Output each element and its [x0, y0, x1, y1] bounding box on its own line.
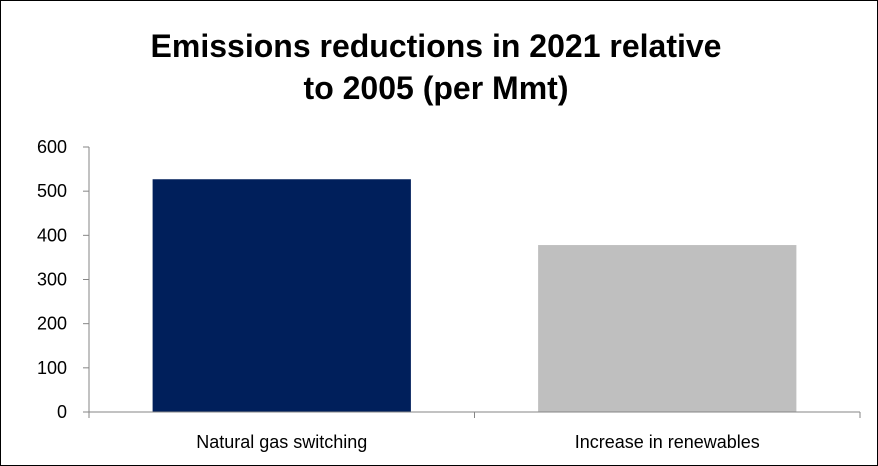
y-tick-label: 0 — [57, 402, 67, 422]
y-tick-label: 300 — [37, 270, 67, 290]
chart-title-line-1: Emissions reductions in 2021 relative — [150, 28, 722, 64]
chart-title: Emissions reductions in 2021 relative to… — [41, 25, 831, 109]
y-tick-label: 500 — [37, 181, 67, 201]
bar-2 — [538, 245, 797, 412]
y-tick-label: 600 — [37, 137, 67, 157]
bar-1 — [152, 179, 411, 412]
y-tick-label: 200 — [37, 314, 67, 334]
y-tick-label: 400 — [37, 225, 67, 245]
y-tick-label: 100 — [37, 358, 67, 378]
chart-title-line-2: to 2005 (per Mmt) — [303, 70, 569, 106]
x-category-label: Natural gas switching — [196, 432, 367, 452]
x-category-label: Increase in renewables — [575, 432, 760, 452]
